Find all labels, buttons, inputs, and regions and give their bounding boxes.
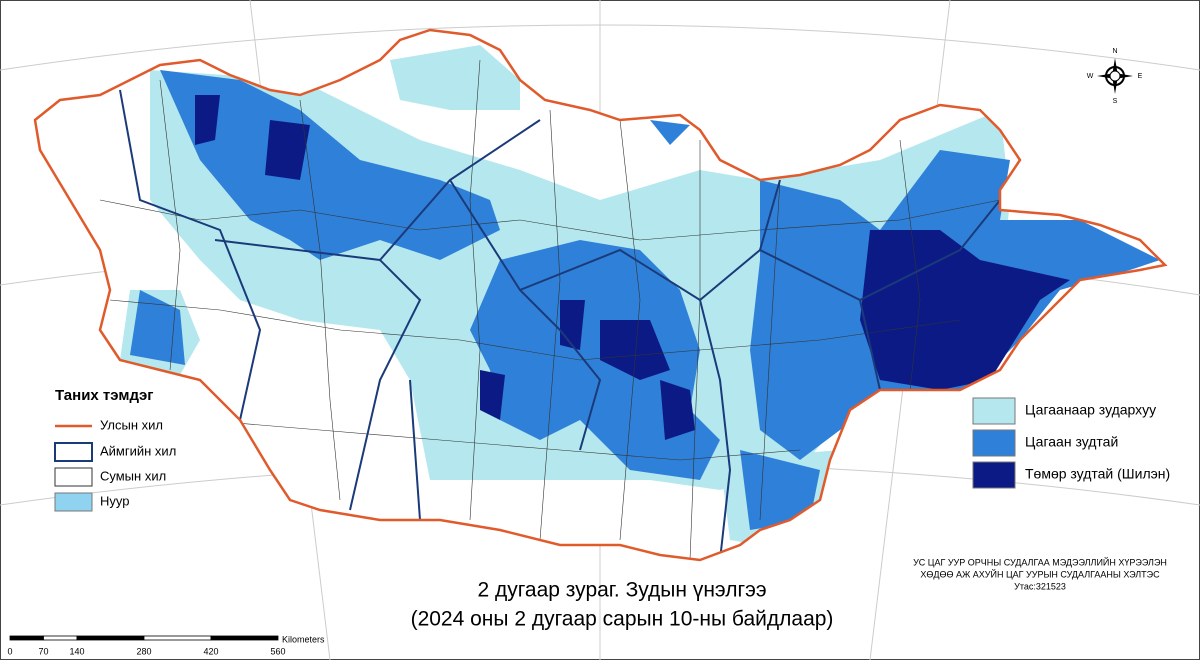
compass: N S E W [1087, 48, 1143, 105]
credit-line: ХӨДӨӨ АЖ АХУЙН ЦАГ УУРЫН СУДАЛГААНЫ ХЭЛТ… [920, 568, 1160, 579]
legend-swatch [54, 492, 93, 512]
scale-label: 70 [38, 646, 48, 656]
zud-zone [160, 70, 500, 260]
zud-zone [480, 370, 505, 420]
zud-zone [740, 450, 820, 530]
compass-n: N [1112, 48, 1117, 55]
map-subtitle: (2024 оны 2 дугаар сарын 10-ны байдлаар) [411, 608, 834, 631]
scale-label: 0 [7, 646, 12, 656]
compass-e: E [1138, 73, 1143, 80]
zud-zone [600, 320, 670, 380]
legend-swatch [972, 397, 1016, 425]
scale-segment [76, 635, 145, 641]
scale-segment [43, 635, 78, 641]
scale-segment [143, 635, 212, 641]
scale-bar: 0 70 140 280 420 560 Kilometers [7, 634, 325, 656]
scale-segment [9, 635, 44, 641]
legend-label: Аймгийн хил [100, 443, 176, 458]
scale-unit: Kilometers [282, 634, 325, 644]
zud-zone [860, 230, 1070, 390]
credits: УС ЦАГ УУР ОРЧНЫ СУДАЛГАА МЭДЭЭЛЛИЙН ХҮР… [913, 556, 1167, 591]
legend-label: Улсын хил [100, 417, 163, 432]
legend-label: Цагаан зудтай [1025, 434, 1118, 450]
zud-legend: Цагаанаар зудархуу Цагаан зудтай Төмөр зуд… [972, 397, 1170, 489]
zud-zone [130, 290, 185, 365]
credit-line: УС ЦАГ УУР ОРЧНЫ СУДАЛГАА МЭДЭЭЛЛИЙН ХҮР… [913, 556, 1167, 567]
legend: Таних тэмдэг Улсын хил Аймгийн хил Сумын… [54, 387, 176, 512]
scale-label: 420 [203, 646, 218, 656]
legend-swatch [972, 429, 1016, 457]
legend-swatch [54, 442, 93, 462]
scale-label: 560 [270, 646, 285, 656]
credit-line: Утас:321523 [1014, 581, 1066, 591]
legend-swatch [972, 461, 1016, 489]
zud-zone [470, 240, 720, 480]
legend-title: Таних тэмдэг [55, 387, 154, 404]
legend-label: Сумын хил [100, 468, 166, 483]
compass-w: W [1087, 73, 1094, 80]
legend-label: Нуур [100, 493, 129, 508]
legend-label: Төмөр зудтай (Шилэн) [1025, 466, 1170, 482]
scale-label: 140 [69, 646, 84, 656]
compass-s: S [1113, 98, 1118, 105]
boundaries [99, 59, 1001, 560]
zud-zone [265, 120, 310, 180]
scale-label: 280 [136, 646, 151, 656]
legend-swatch [54, 467, 93, 487]
scale-segment [210, 635, 279, 641]
zud-zone [390, 45, 520, 110]
zud-zones [120, 45, 1160, 545]
legend-label: Цагаанаар зудархуу [1025, 402, 1156, 418]
zud-zone [660, 380, 695, 440]
zud-zone [650, 120, 690, 145]
map-title: 2 дугаар зураг. Зудын үнэлгээ [477, 579, 766, 602]
zud-zone [195, 95, 220, 145]
